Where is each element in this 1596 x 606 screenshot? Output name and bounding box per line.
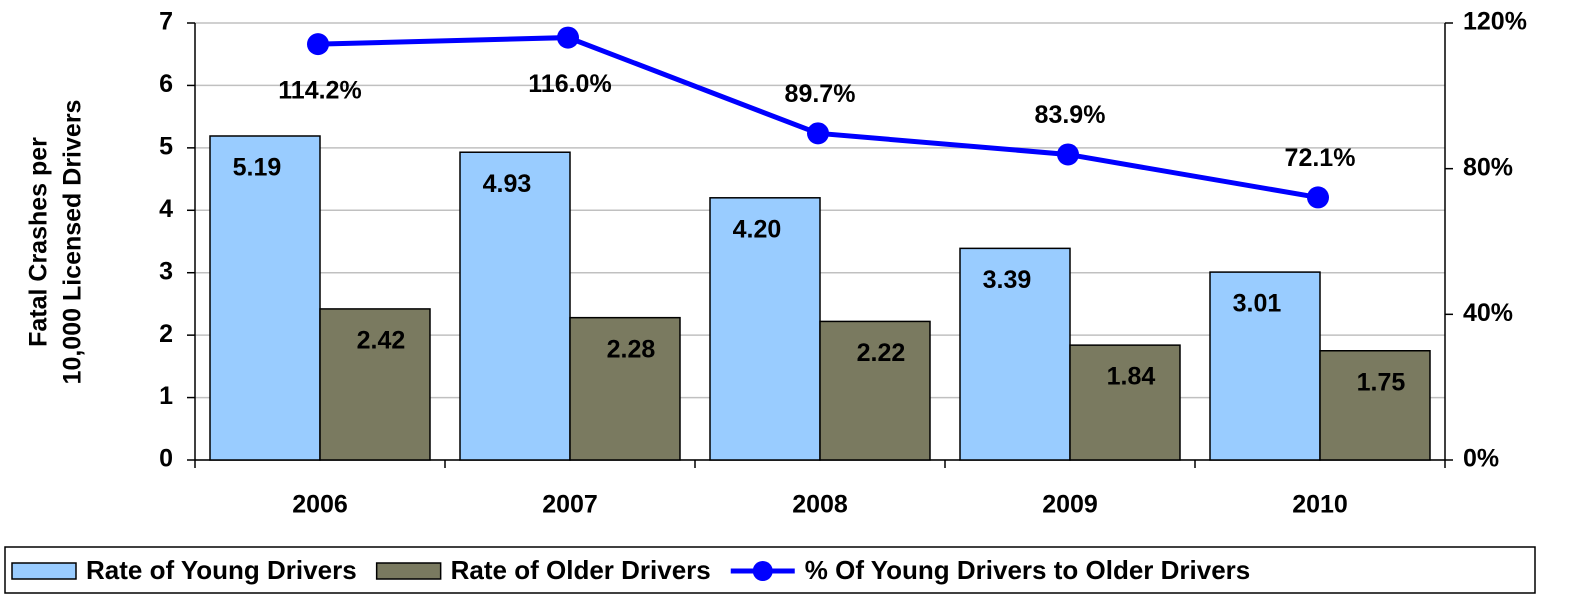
x-tick-label: 2007 (542, 491, 598, 519)
y-tick-label: 0 (159, 445, 173, 473)
line-marker (307, 33, 329, 56)
y2-tick-label: 80% (1463, 153, 1513, 181)
y-axis-title-line: 10,000 Licensed Drivers (59, 100, 87, 385)
y-tick-label: 2 (159, 320, 173, 348)
legend-swatch (11, 562, 77, 580)
legend-swatch (375, 562, 442, 580)
legend-label: Rate of Older Drivers (451, 555, 711, 585)
bar-value-label: 3.39 (983, 266, 1032, 294)
x-tick-label: 2009 (1042, 491, 1098, 519)
line-marker (807, 122, 829, 145)
bar (459, 151, 571, 461)
bar-value-label: 3.01 (1233, 290, 1282, 318)
bar (709, 197, 821, 461)
line-marker (557, 26, 579, 49)
y-tick-label: 1 (159, 382, 173, 410)
bar (1209, 271, 1321, 461)
y-tick-label: 3 (159, 257, 173, 285)
y-axis-title: Fatal Crashes per 10,000 Licensed Driver… (25, 100, 87, 385)
y2-tick-label: 40% (1463, 299, 1513, 327)
bar (319, 308, 431, 461)
x-tick-label: 2006 (292, 491, 348, 519)
line-value-label: 114.2% (278, 77, 361, 105)
legend-marker (752, 561, 773, 581)
bar-value-label: 4.20 (733, 215, 782, 243)
y2-tick-label: 120% (1463, 8, 1527, 36)
line-marker (1057, 143, 1079, 166)
y-axis-title-line: Fatal Crashes per (25, 137, 53, 347)
y-tick-label: 4 (159, 195, 173, 223)
bar-value-label: 5.19 (233, 154, 282, 182)
bar-value-label: 4.93 (483, 170, 532, 198)
bar-value-label: 2.28 (607, 335, 656, 363)
x-tick-label: 2010 (1292, 491, 1348, 519)
bar (959, 247, 1071, 461)
legend-label: % Of Young Drivers to Older Drivers (805, 555, 1251, 585)
y-tick-label: 6 (159, 70, 173, 98)
y-tick-label: 5 (159, 132, 173, 160)
y-tick-label: 7 (159, 8, 173, 36)
line-value-label: 72.1% (1285, 144, 1356, 172)
line-value-label: 89.7% (785, 80, 856, 108)
bar-value-label: 2.22 (857, 339, 906, 367)
line-marker (1307, 186, 1329, 209)
legend-label: Rate of Young Drivers (86, 555, 357, 585)
y2-tick-label: 0% (1463, 445, 1499, 473)
x-tick-label: 2008 (792, 491, 848, 519)
bar (209, 135, 321, 461)
bar (1069, 344, 1181, 461)
line-value-label: 83.9% (1035, 101, 1106, 129)
bar-value-label: 2.42 (357, 327, 406, 355)
bar-value-label: 1.75 (1357, 368, 1406, 396)
bar (569, 316, 681, 461)
bar-value-label: 1.84 (1107, 363, 1156, 391)
line-value-label: 116.0% (528, 70, 611, 98)
bar (1319, 350, 1431, 461)
bar (819, 320, 931, 461)
